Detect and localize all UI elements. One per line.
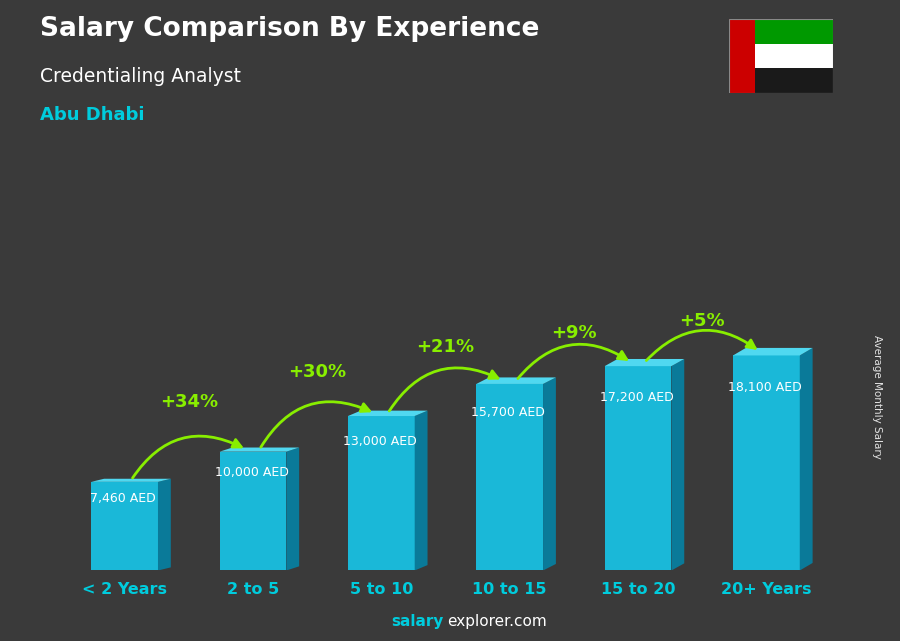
Text: Salary Comparison By Experience: Salary Comparison By Experience (40, 16, 540, 42)
Polygon shape (476, 378, 556, 384)
Text: 10,000 AED: 10,000 AED (215, 466, 289, 479)
Bar (729, 19, 755, 93)
Polygon shape (286, 447, 299, 570)
Polygon shape (91, 479, 171, 482)
Bar (348, 416, 415, 570)
Bar (733, 356, 800, 570)
Text: +5%: +5% (680, 312, 725, 329)
Text: +30%: +30% (288, 363, 346, 381)
Polygon shape (415, 411, 428, 570)
Bar (729, 19, 832, 44)
Text: Abu Dhabi: Abu Dhabi (40, 106, 145, 124)
Polygon shape (220, 447, 299, 452)
Polygon shape (800, 348, 813, 570)
Text: 15,700 AED: 15,700 AED (472, 406, 545, 419)
Bar (91, 482, 158, 570)
Text: +34%: +34% (159, 392, 218, 410)
Bar (605, 366, 671, 570)
Bar (476, 384, 543, 570)
Polygon shape (158, 479, 171, 570)
Polygon shape (348, 411, 428, 416)
Text: Average Monthly Salary: Average Monthly Salary (872, 335, 883, 460)
Text: Credentialing Analyst: Credentialing Analyst (40, 67, 241, 87)
Text: 17,200 AED: 17,200 AED (600, 390, 673, 404)
Text: +9%: +9% (551, 324, 597, 342)
Text: explorer.com: explorer.com (447, 615, 547, 629)
Bar (220, 452, 286, 570)
Text: 13,000 AED: 13,000 AED (343, 435, 417, 447)
Polygon shape (543, 378, 556, 570)
Bar (729, 69, 832, 93)
Text: salary: salary (392, 615, 444, 629)
Text: 18,100 AED: 18,100 AED (728, 381, 802, 394)
Polygon shape (671, 359, 684, 570)
Text: 7,460 AED: 7,460 AED (90, 492, 157, 506)
Text: +21%: +21% (417, 338, 474, 356)
Polygon shape (605, 359, 684, 366)
Polygon shape (733, 348, 813, 356)
Bar (755, 44, 833, 69)
Bar (729, 44, 832, 69)
